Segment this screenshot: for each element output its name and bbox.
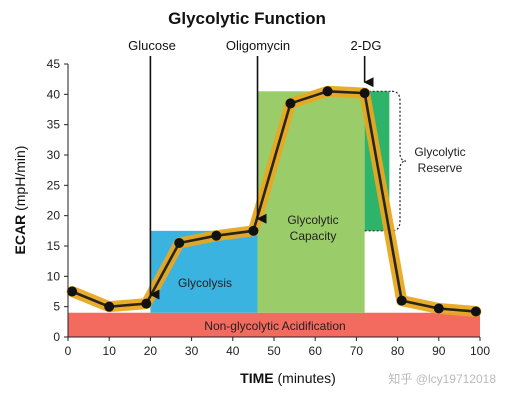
x-tick-label-0: 0 bbox=[65, 344, 72, 358]
region-0 bbox=[68, 312, 480, 337]
region-label-glycolysis: Glycolysis bbox=[178, 276, 232, 290]
x-tick-label-4: 40 bbox=[226, 344, 240, 358]
x-axis-label-bold: TIME bbox=[240, 370, 273, 386]
data-point-5 bbox=[248, 225, 259, 236]
y-tick-label-3: 15 bbox=[47, 239, 61, 253]
x-tick-label-6: 60 bbox=[309, 344, 323, 358]
y-axis-label-bold: ECAR bbox=[12, 215, 28, 255]
chart-title: Glycolytic Function bbox=[168, 9, 326, 28]
y-tick-label-6: 30 bbox=[47, 148, 61, 162]
x-axis-label-rest: (minutes) bbox=[274, 370, 336, 386]
reserve-brace bbox=[391, 90, 407, 232]
x-tick-label-1: 10 bbox=[103, 344, 117, 358]
region-label-capacity-2: Capacity bbox=[290, 229, 337, 243]
y-axis-label: ECAR (mpH/min) bbox=[12, 146, 28, 255]
data-point-8 bbox=[359, 88, 370, 99]
region-2 bbox=[257, 91, 365, 313]
y-axis-label-rest: (mpH/min) bbox=[12, 146, 28, 215]
x-tick-label-7: 70 bbox=[350, 344, 364, 358]
data-point-6 bbox=[285, 98, 296, 109]
injection-label-1: Oligomycin bbox=[226, 38, 290, 53]
y-tick-label-2: 10 bbox=[47, 269, 61, 283]
x-tick-label-5: 50 bbox=[267, 344, 281, 358]
x-tick-label-8: 80 bbox=[391, 344, 405, 358]
y-tick-label-1: 5 bbox=[53, 300, 60, 314]
x-tick-label-3: 30 bbox=[185, 344, 199, 358]
injection-label-0: Glucose bbox=[128, 38, 176, 53]
region-label-reserve-1: Glycolytic bbox=[414, 145, 465, 159]
y-tick-label-4: 20 bbox=[47, 209, 61, 223]
y-tick-label-0: 0 bbox=[53, 330, 60, 344]
x-tick-label-10: 100 bbox=[470, 344, 490, 358]
data-point-7 bbox=[322, 86, 333, 97]
x-tick-label-2: 20 bbox=[144, 344, 158, 358]
ticks-layer: 0 5 10 15 20 25 30 35 40 45 0 10 20 30 40 50 60 70 80 90 100 bbox=[47, 57, 491, 358]
data-point-2 bbox=[141, 298, 152, 309]
region-label-capacity-1: Glycolytic bbox=[287, 213, 338, 227]
series-layer bbox=[67, 86, 481, 317]
x-axis-label: TIME (minutes) bbox=[240, 370, 336, 386]
y-tick-label-7: 35 bbox=[47, 118, 61, 132]
region-label-reserve-2: Reserve bbox=[418, 161, 463, 175]
x-tick-label-9: 90 bbox=[432, 344, 446, 358]
data-point-1 bbox=[104, 301, 115, 312]
y-tick-label-8: 40 bbox=[47, 87, 61, 101]
data-point-9 bbox=[396, 295, 407, 306]
data-point-10 bbox=[433, 303, 444, 314]
watermark: 知乎 @lcy19712018 bbox=[388, 372, 496, 386]
regions-layer: Non-glycolytic Acidification Glycolysis Gl… bbox=[68, 90, 480, 337]
data-point-0 bbox=[67, 286, 78, 297]
region-label-non-glycolytic: Non-glycolytic Acidification bbox=[204, 319, 345, 333]
data-point-4 bbox=[211, 230, 222, 241]
series-line bbox=[71, 90, 476, 313]
injection-label-2: 2-DG bbox=[350, 38, 381, 53]
injection-layer: Glucose Oligomycin 2-DG bbox=[128, 38, 382, 300]
y-tick-label-5: 25 bbox=[47, 178, 61, 192]
data-point-11 bbox=[470, 306, 481, 317]
y-tick-label-9: 45 bbox=[47, 57, 61, 71]
data-point-3 bbox=[174, 237, 185, 248]
